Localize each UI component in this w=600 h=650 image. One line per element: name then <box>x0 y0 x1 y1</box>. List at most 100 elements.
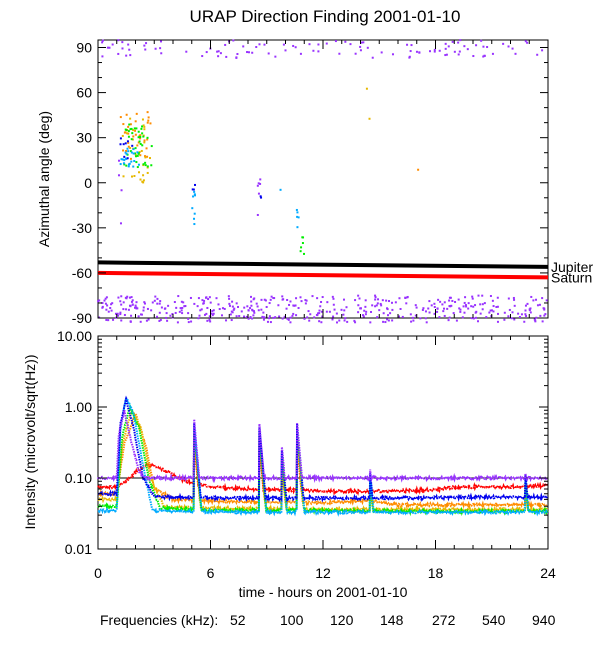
direction-point <box>306 316 309 319</box>
direction-point <box>169 314 172 317</box>
direction-point <box>274 55 277 58</box>
direction-point <box>199 309 202 312</box>
direction-point <box>243 315 246 318</box>
direction-point <box>101 306 104 309</box>
x-tick-label: 24 <box>540 565 556 581</box>
direction-point <box>136 144 139 147</box>
direction-point <box>453 50 456 53</box>
direction-point <box>491 52 494 55</box>
direction-point <box>150 164 153 167</box>
direction-point <box>122 175 125 178</box>
direction-point <box>428 300 431 303</box>
direction-point <box>249 307 252 310</box>
direction-point <box>374 298 377 301</box>
direction-point <box>143 128 146 131</box>
direction-point <box>200 308 203 311</box>
direction-point <box>206 319 209 322</box>
direction-point <box>278 315 281 318</box>
direction-point <box>459 310 462 313</box>
direction-point <box>180 300 183 303</box>
direction-point <box>541 297 544 300</box>
direction-point <box>489 295 492 298</box>
direction-point <box>115 316 118 319</box>
x-tick-label: 6 <box>207 565 215 581</box>
direction-point <box>109 306 112 309</box>
direction-point <box>247 309 250 312</box>
direction-point <box>366 46 369 49</box>
direction-point <box>513 318 516 321</box>
direction-point <box>483 54 486 57</box>
direction-point <box>387 319 390 322</box>
legend-item-940: 940 <box>532 612 556 628</box>
direction-point <box>545 299 548 302</box>
direction-point <box>274 316 277 319</box>
direction-point <box>136 151 139 154</box>
direction-point <box>544 313 547 316</box>
direction-point <box>534 320 537 323</box>
direction-point <box>401 315 404 318</box>
direction-point <box>541 49 544 52</box>
direction-point <box>128 296 131 299</box>
direction-point <box>178 310 181 313</box>
direction-point <box>422 307 425 310</box>
direction-point <box>464 296 467 299</box>
direction-point <box>482 45 485 48</box>
direction-point <box>489 309 492 312</box>
direction-point <box>104 297 107 300</box>
direction-point <box>235 56 238 59</box>
direction-point <box>209 301 212 304</box>
direction-point <box>326 301 329 304</box>
direction-point <box>233 307 236 310</box>
direction-point <box>137 130 140 133</box>
direction-point <box>150 145 153 148</box>
direction-point <box>135 155 138 158</box>
direction-point <box>134 152 137 155</box>
direction-point <box>332 297 335 300</box>
direction-point <box>159 318 162 321</box>
direction-point <box>144 164 147 167</box>
direction-point <box>110 303 113 306</box>
direction-point <box>285 307 288 310</box>
direction-point <box>143 125 146 128</box>
direction-point <box>197 297 200 300</box>
direction-point <box>320 310 323 313</box>
direction-point <box>376 302 379 305</box>
direction-point <box>287 318 290 321</box>
direction-point <box>518 315 521 318</box>
direction-point <box>97 300 100 303</box>
direction-point <box>321 296 324 299</box>
direction-point <box>246 305 249 308</box>
direction-point <box>259 195 262 198</box>
direction-point <box>101 41 104 44</box>
direction-point <box>140 149 143 152</box>
reference-lines <box>97 260 549 280</box>
direction-point <box>452 312 455 315</box>
direction-point <box>120 295 123 298</box>
direction-point <box>156 302 159 305</box>
direction-point <box>140 127 143 130</box>
direction-point <box>354 321 357 324</box>
direction-point <box>467 307 470 310</box>
direction-point <box>283 315 286 318</box>
direction-point <box>286 298 289 301</box>
intensity-series-940 <box>97 409 548 484</box>
direction-point <box>297 307 300 310</box>
x-tick-label: 12 <box>315 565 331 581</box>
direction-point <box>405 302 408 305</box>
direction-point <box>120 158 123 161</box>
direction-point <box>105 318 108 321</box>
direction-point <box>134 120 137 123</box>
direction-points <box>97 39 548 324</box>
direction-point <box>466 48 469 51</box>
direction-point <box>331 295 334 298</box>
direction-point <box>197 317 200 320</box>
direction-point <box>475 44 478 47</box>
direction-point <box>119 313 122 316</box>
direction-point <box>114 312 117 315</box>
direction-point <box>436 307 439 310</box>
direction-point <box>296 226 299 229</box>
direction-point <box>106 304 109 307</box>
direction-point <box>292 44 295 47</box>
direction-point <box>257 309 260 312</box>
direction-point <box>371 304 374 307</box>
